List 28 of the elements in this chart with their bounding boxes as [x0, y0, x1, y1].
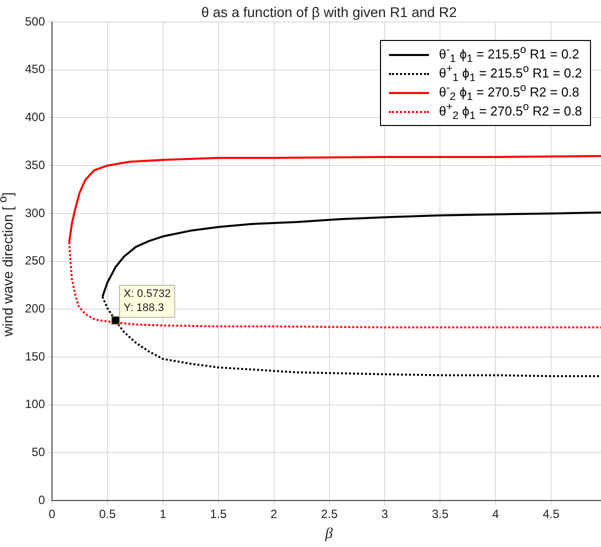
- x-tick-label: 1: [160, 507, 167, 522]
- chart-title: θ as a function of β with given R1 and R2: [200, 4, 458, 20]
- x-tick-label: 3: [381, 507, 388, 522]
- annotation: X: 0.5732 Y: 188.3: [124, 288, 171, 314]
- y-tick-label: 450: [24, 62, 46, 76]
- y-tick-label: 400: [24, 110, 46, 124]
- legend-label: θ$^{-}$$_{1}$ ϕ$_{1}$ = 215.5$^{o}$ R1 = 0.2: [438, 44, 580, 65]
- x-tick-label: 2: [270, 507, 278, 522]
- legend-label: θ$^{+}$$_{1}$ ϕ$_{1}$ = 215.5$^{o}$ R1 = 0.2: [438, 63, 582, 84]
- x-tick-label: 2.5: [320, 507, 338, 522]
- y-tick-label: 0: [38, 492, 46, 507]
- y-tick-label: 50: [32, 445, 46, 460]
- y-tick-label: 100: [24, 397, 46, 412]
- x-tick-label: 0.5: [99, 507, 116, 522]
- y-tick-label: 500: [24, 14, 46, 28]
- y-tick-label: 250: [24, 254, 46, 268]
- x-tick-label: 4.5: [542, 507, 560, 522]
- x-tick-label: 1.5: [210, 507, 228, 522]
- x-tick-label: 3.5: [432, 507, 449, 522]
- x-axis-title: β: [324, 526, 334, 543]
- y-tick-label: 350: [24, 158, 46, 172]
- x-tick-label: 4: [492, 507, 500, 522]
- x-tick-label: 0: [48, 507, 56, 522]
- y-tick-label: 150: [24, 349, 46, 364]
- legend-label: θ$^{-}$$_{2}$ ϕ$_{1}$ = 270.5$^{o}$ R2 = 0.8: [438, 82, 580, 103]
- y-tick-label: 300: [24, 206, 46, 220]
- y-tick-label: 200: [24, 301, 46, 316]
- legend-label: θ$^{+}$$_{2}$ ϕ$_{1}$ = 270.5$^{o}$ R2 = 0.8: [438, 101, 582, 122]
